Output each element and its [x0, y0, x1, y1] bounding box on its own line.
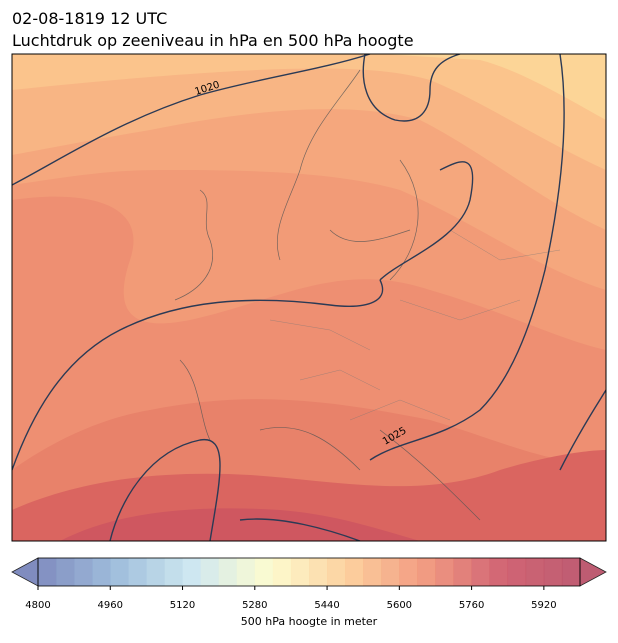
- colorbar-segment: [182, 558, 201, 586]
- colorbar-tick-label: 5600: [387, 600, 412, 611]
- colorbar-tick-label: 4800: [25, 600, 50, 611]
- colorbar-label: 500 hPa hoogte in meter: [241, 615, 378, 628]
- map-frame: [11, 53, 607, 542]
- isobar: [12, 279, 384, 471]
- colorbar-frame: [37, 557, 581, 587]
- field: [380, 54, 606, 120]
- isobar: [362, 54, 474, 281]
- colorbar-segment: [200, 558, 219, 586]
- colorbar-segment: [218, 558, 238, 586]
- colorbar-tick-label: 5440: [314, 600, 339, 611]
- colorbar-segment: [309, 558, 328, 586]
- colorbar-segment: [236, 558, 256, 586]
- colorbar-tick-label: 5920: [531, 600, 556, 611]
- subtitle: Luchtdruk op zeeniveau in hPa en 500 hPa…: [12, 31, 414, 50]
- colorbar-segment: [164, 558, 183, 586]
- colorbar-segment: [453, 558, 472, 586]
- colorbar-segment: [345, 558, 364, 586]
- isobar: [109, 389, 606, 541]
- colorbar-segment: [525, 558, 545, 586]
- colorbar: 4800 4960 5120 5280 5440 5600 5760 5920 500 hPa …: [11, 557, 607, 628]
- colorbar-segment: [489, 558, 509, 586]
- field: [60, 508, 420, 541]
- colorbar-segment: [543, 558, 563, 586]
- colorbar-tick-label: 4960: [98, 600, 123, 611]
- colorbar-tick-label: 5120: [170, 600, 195, 611]
- colorbar-segment: [74, 558, 93, 586]
- colorbar-segment: [254, 558, 274, 586]
- field: [12, 54, 606, 230]
- colorbar-segment: [128, 558, 147, 586]
- isobar: [369, 54, 565, 461]
- colorbar-segment: [92, 558, 111, 586]
- colorbar-segment: [110, 558, 129, 586]
- colorbar-segment: [471, 558, 490, 586]
- border: [269, 229, 561, 421]
- colorbar-segment: [507, 558, 527, 586]
- colorbar-tick-label: 5280: [242, 600, 267, 611]
- colorbar-segment: [363, 558, 382, 586]
- colorbar-segment: [272, 558, 292, 586]
- colorbar-segment: [381, 558, 400, 586]
- colorbar-extend-low: [11, 557, 39, 587]
- colorbar-segment: [56, 558, 75, 586]
- colorbar-segment: [146, 558, 165, 586]
- colorbar-segment: [561, 558, 581, 586]
- colorbar-segment: [399, 558, 418, 586]
- colorbar-segment: [417, 558, 436, 586]
- coastline: [174, 69, 481, 521]
- colorbar-segment: [435, 558, 454, 586]
- field: [12, 54, 606, 170]
- colorbar-tick-label: 5760: [459, 600, 484, 611]
- map: 1020 1025: [12, 54, 606, 541]
- colorbar-segment: [327, 558, 346, 586]
- colorbar-segment: [38, 558, 57, 586]
- title: 02-08-1819 12 UTC: [12, 9, 167, 28]
- colorbar-extend-high: [579, 557, 607, 587]
- isobar: [12, 54, 371, 186]
- colorbar-segment: [290, 558, 310, 586]
